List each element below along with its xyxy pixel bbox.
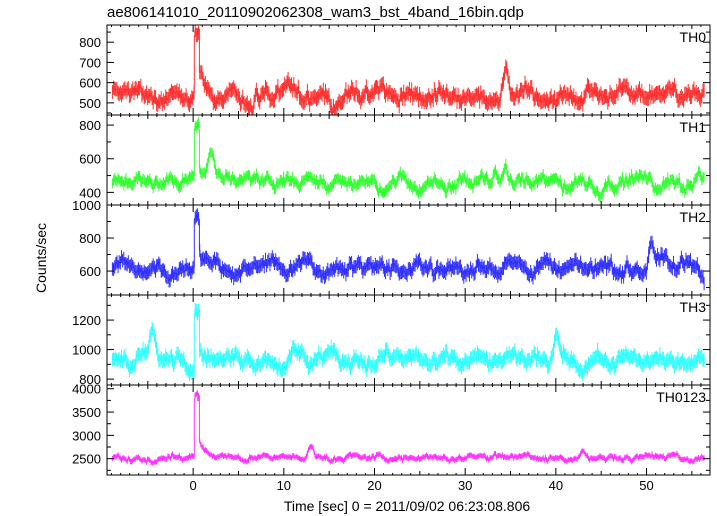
y-tick-label: 500: [79, 96, 101, 111]
chart-title: ae806141010_20110902062308_wam3_bst_4ban…: [107, 4, 524, 21]
panel-label-th2: TH2: [680, 209, 707, 225]
y-tick-label: 600: [79, 76, 101, 91]
error-bar-path-th2: [111, 208, 705, 291]
y-tick-label: 600: [79, 152, 101, 167]
y-tick-label: 800: [79, 118, 101, 133]
error-bars-th0123: [111, 390, 705, 466]
panel-th2: 600 800 1000 TH2: [72, 198, 711, 296]
panel-frame-th0123: [106, 384, 711, 476]
x-axis-label: Time [sec] 0 = 2011/09/02 06:23:08.806: [284, 498, 531, 514]
y-tick-label: 700: [79, 55, 101, 70]
error-bar-path-th3: [111, 303, 705, 382]
error-bar-path-th0123: [111, 390, 705, 466]
y-axis-label: Counts/sec: [33, 223, 49, 293]
panel-th0123: 2500 3000 3500 4000 TH0123: [72, 382, 711, 476]
error-bars-th2: [111, 208, 705, 291]
y-tick-label: 800: [79, 35, 101, 50]
x-tick-label: 50: [639, 478, 653, 493]
panel-th0: 500 600 700 800 TH0: [79, 24, 711, 116]
x-tick-label: 40: [549, 478, 563, 493]
y-tick-label: 1000: [72, 343, 101, 358]
series-line-th0: [112, 28, 705, 116]
y-tick-label: 4000: [72, 382, 101, 397]
y-tick-label: 2500: [72, 452, 101, 467]
y-tick-label: 800: [79, 231, 101, 246]
series-line-th0123: [112, 392, 705, 464]
panel-label-th0: TH0: [680, 29, 707, 45]
series-line-th3: [112, 308, 705, 376]
panel-label-th3: TH3: [680, 299, 707, 315]
series-line-th1: [112, 121, 705, 198]
x-tick-label: 10: [277, 478, 291, 493]
panel-label-th0123: TH0123: [656, 389, 706, 405]
y-tick-label: 3500: [72, 405, 101, 420]
y-tick-label: 3000: [72, 428, 101, 443]
x-tick-label: 20: [367, 478, 381, 493]
x-tick-label: 30: [458, 478, 472, 493]
error-bars-th3: [111, 303, 705, 382]
y-tick-label: 400: [79, 185, 101, 200]
y-tick-label: 1200: [72, 313, 101, 328]
panel-th3: 800 1000 1200 TH3: [72, 294, 711, 387]
panel-label-th1: TH1: [680, 119, 707, 135]
x-tick-label: 0: [190, 478, 197, 493]
y-tick-label: 1000: [72, 198, 101, 213]
y-tick-label: 800: [79, 372, 101, 387]
y-tick-label: 600: [79, 264, 101, 279]
panel-th1: 400 600 800 TH1: [79, 114, 711, 206]
series-line-th2: [112, 213, 705, 285]
